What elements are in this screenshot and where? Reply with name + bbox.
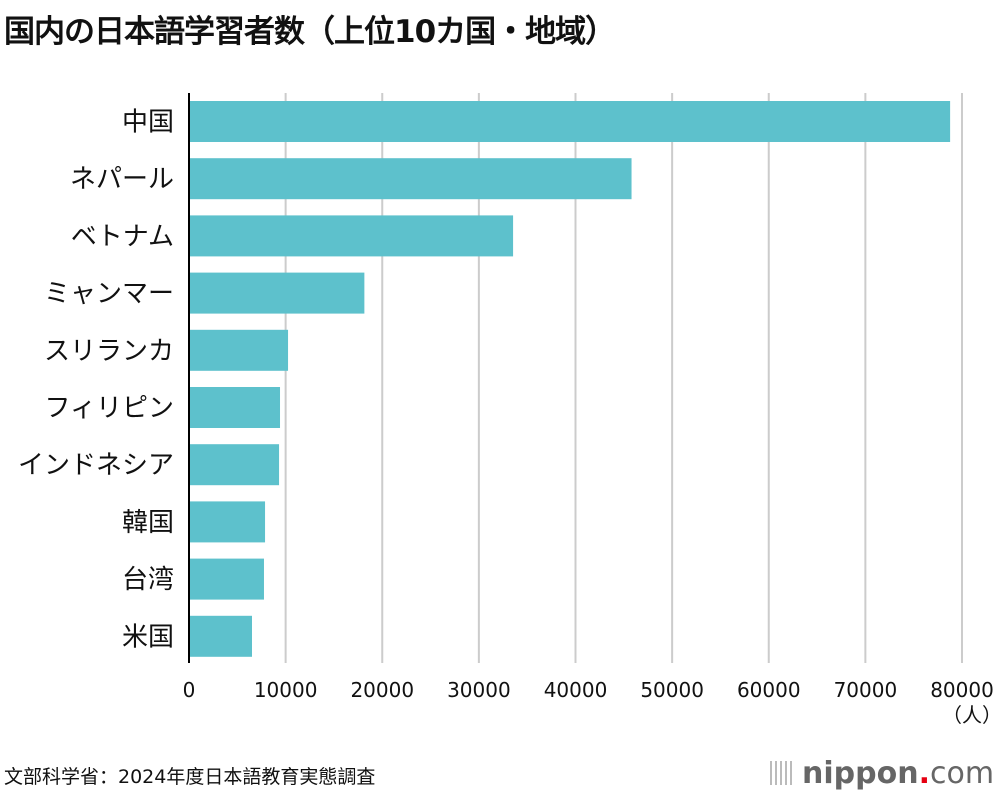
nippon-logo: nippon.com (770, 756, 994, 791)
logo-main: nippon (802, 756, 919, 791)
bar-chart: 0 10000 20000 30000 40000 50000 60000 70000 8000… (18, 93, 1000, 727)
x-tick-label: 80000 (930, 678, 994, 702)
bar (189, 558, 264, 600)
source-note: 文部科学省：2024年度日本語教育実態調査 (4, 766, 376, 788)
category-label: ミャンマー (44, 279, 174, 309)
logo-tld: com (929, 756, 995, 791)
unit-label: （人） (942, 703, 1000, 727)
category-label: ベトナム (71, 222, 174, 252)
bar (189, 101, 951, 142)
x-tick-label: 60000 (737, 678, 801, 702)
bar (189, 387, 281, 428)
bar (189, 158, 632, 200)
bar (189, 501, 266, 543)
x-tick-label: 40000 (544, 678, 608, 702)
logo-dot: . (918, 756, 930, 791)
logo-icon (770, 761, 794, 785)
category-label: インドネシア (18, 451, 174, 481)
category-label: フィリピン (45, 394, 174, 424)
x-tick-label: 50000 (640, 678, 704, 702)
x-tick-label: 70000 (834, 678, 898, 702)
bar (189, 272, 365, 314)
bar (189, 329, 289, 371)
category-label: スリランカ (44, 336, 174, 366)
x-tick-label: 0 (183, 678, 196, 702)
category-label: 米国 (122, 622, 174, 652)
bar (189, 215, 514, 257)
chart-title: 国内の日本語学習者数（上位10カ国・地域） (4, 14, 616, 50)
x-tick-label: 20000 (350, 678, 414, 702)
bar (189, 444, 280, 486)
x-tick-label: 10000 (254, 678, 318, 702)
category-label: 韓国 (122, 508, 174, 538)
category-label: 中国 (122, 108, 174, 138)
x-tick-label: 30000 (447, 678, 511, 702)
bar (189, 615, 252, 657)
category-label: ネパール (70, 165, 174, 195)
category-label: 台湾 (122, 565, 174, 595)
